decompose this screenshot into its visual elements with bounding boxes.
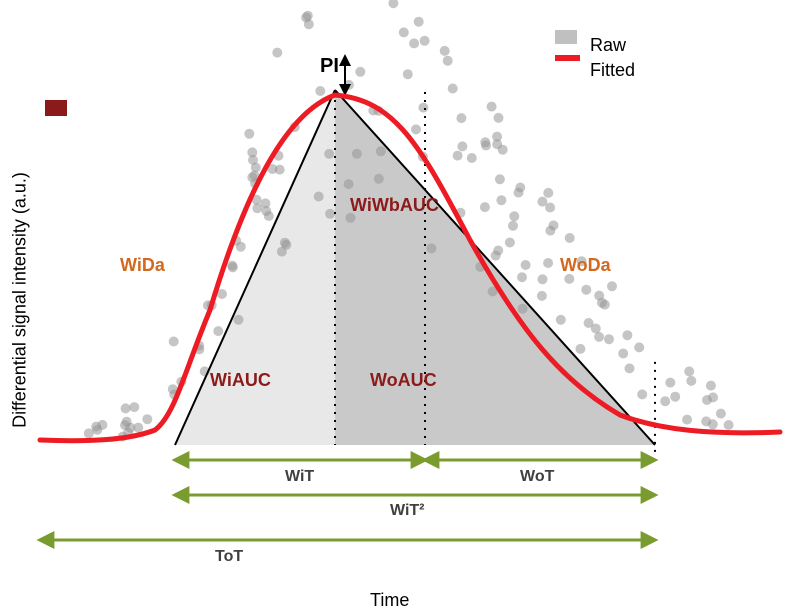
chart-canvas: Differential signal intensity (a.u.) WiW…: [0, 0, 800, 610]
legend-layer: [45, 30, 580, 116]
chart-svg: [0, 0, 800, 610]
arrow-layer: [40, 460, 655, 540]
